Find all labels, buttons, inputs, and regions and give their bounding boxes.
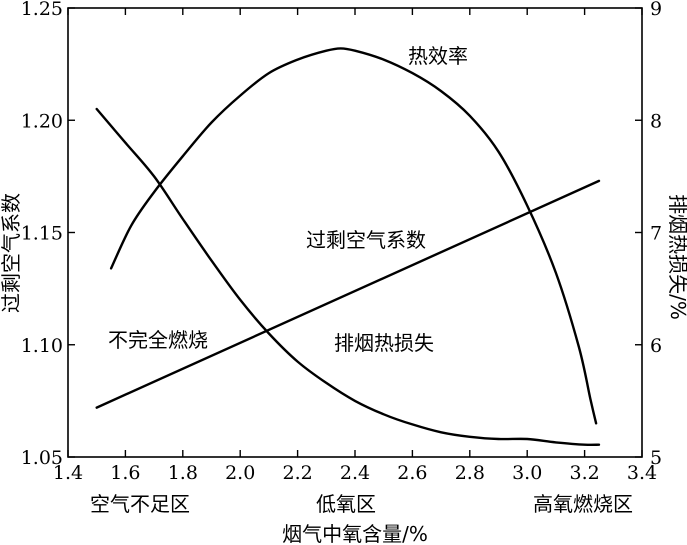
x-tick-label: 2.0 xyxy=(225,462,255,484)
y-right-tick-label: 7 xyxy=(650,223,662,245)
y-left-tick-label: 1.25 xyxy=(21,0,63,20)
annotation-thermal-efficiency: 热效率 xyxy=(408,44,468,68)
y-left-tick-label: 1.10 xyxy=(21,335,63,357)
x-tick-label: 2.8 xyxy=(455,462,485,484)
curves xyxy=(95,47,601,447)
y-axis-title-left: 过剩空气系数 xyxy=(0,193,23,313)
region-label-air-deficient: 空气不足区 xyxy=(90,492,190,516)
x-tick-label: 3.4 xyxy=(627,462,657,484)
y-axis-title-right: 排烟热损失/% xyxy=(666,194,687,320)
y-left-tick-label: 1.20 xyxy=(21,110,63,132)
y-right-tick-label: 8 xyxy=(650,110,662,132)
y-right-tick-label: 9 xyxy=(650,0,662,20)
series-line-excess-air-coefficient xyxy=(95,179,601,409)
axis-ticks xyxy=(67,7,643,458)
x-axis-title: 烟气中氧含量/% xyxy=(282,522,428,545)
axis-labels: 1.4 1.6 1.8 2.0 2.2 2.4 2.6 2.8 3.0 3.2 3.4 1.05 1.1… xyxy=(21,0,662,484)
annotation-exhaust-loss: 排烟热损失 xyxy=(334,331,434,355)
x-tick-label: 3.2 xyxy=(569,462,599,484)
series-line-exhaust-heat-loss xyxy=(95,107,601,447)
region-label-low-oxygen: 低氧区 xyxy=(316,492,376,516)
x-tick-label: 2.6 xyxy=(397,462,427,484)
x-tick-label: 1.8 xyxy=(168,462,198,484)
x-tick-label: 2.4 xyxy=(340,462,370,484)
region-label-high-oxygen: 高氧燃烧区 xyxy=(533,492,633,516)
x-tick-label: 1.4 xyxy=(53,462,83,484)
y-right-tick-label: 6 xyxy=(650,335,662,357)
y-left-tick-label: 1.05 xyxy=(21,447,63,469)
y-left-tick-label: 1.15 xyxy=(21,223,63,245)
series-line-thermal-efficiency xyxy=(109,47,598,425)
annotation-excess-air: 过剩空气系数 xyxy=(306,228,426,252)
y-right-tick-label: 5 xyxy=(650,447,662,469)
x-tick-label: 3.0 xyxy=(512,462,542,484)
x-tick-label: 2.2 xyxy=(282,462,312,484)
x-tick-label: 1.6 xyxy=(110,462,140,484)
annotation-incomplete-combustion: 不完全燃烧 xyxy=(108,328,208,352)
